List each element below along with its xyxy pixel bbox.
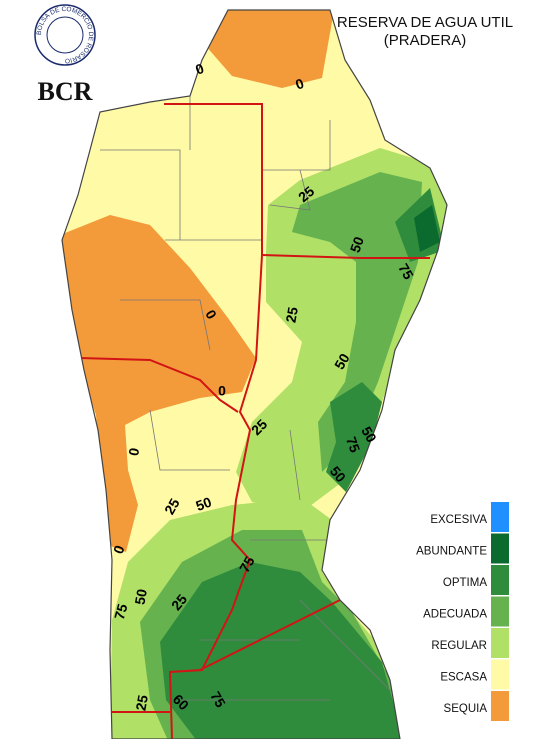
legend-label: ADECUADA <box>423 609 487 621</box>
contour-label: 0 <box>218 383 226 399</box>
legend-swatch <box>491 659 509 690</box>
contour-label: 75 <box>395 261 417 283</box>
region-sequia <box>62 215 256 552</box>
logo-ring-text: BOLSA DE COMERCIO DE ROSARIO <box>36 6 94 64</box>
contour-label: 25 <box>161 495 183 517</box>
region-optima <box>160 562 405 739</box>
legend-label: SEQUIA <box>444 703 488 715</box>
zone-borders <box>79 103 430 739</box>
contour-label: 0 <box>125 446 142 457</box>
contour-label: 75 <box>343 435 363 455</box>
contour-label: 75 <box>207 689 229 711</box>
contour-label: 50 <box>331 350 353 372</box>
contour-label: 25 <box>132 694 150 712</box>
region-abundante <box>414 205 440 252</box>
contour-label: 50 <box>347 234 367 254</box>
subtitle: (PRADERA) <box>384 32 467 49</box>
legend-swatch <box>491 502 509 532</box>
legend-swatch <box>491 565 509 595</box>
logo-ring-text: BOLSA DE COMERCIO DE ROSARIO <box>36 6 94 64</box>
legend-swatch <box>491 628 509 658</box>
logo-text: BCR <box>38 77 93 106</box>
legend-swatch <box>491 596 509 627</box>
legend-label: ESCASA <box>440 672 487 684</box>
legend-label: ABUNDANTE <box>416 546 487 558</box>
region-optima <box>326 382 382 492</box>
logo: BOLSA DE COMERCIO DE ROSARIO BCR <box>34 4 96 106</box>
logo-ring <box>34 4 96 66</box>
legend-label: OPTIMA <box>443 577 487 589</box>
department-lines <box>100 96 401 701</box>
legend-swatch <box>491 691 509 721</box>
legend-label: REGULAR <box>431 640 487 652</box>
contour-label: 50 <box>358 424 380 446</box>
legend: EXCESIVA ABUNDANTE OPTIMA ADECUADA REGULAR ES… <box>416 502 509 721</box>
contour-label: 50 <box>194 494 214 514</box>
region-adecuada <box>292 172 422 472</box>
contour-label: 25 <box>282 306 300 324</box>
logo-inner <box>46 16 84 54</box>
title: RESERVA DE AGUA UTIL <box>337 14 513 31</box>
legend-label: EXCESIVA <box>430 514 487 526</box>
legend-swatch <box>491 533 509 564</box>
contour-label: 75 <box>111 602 131 621</box>
contour-label: 50 <box>131 588 149 606</box>
region-sequia <box>205 10 335 88</box>
contour-label: 75 <box>236 553 258 575</box>
